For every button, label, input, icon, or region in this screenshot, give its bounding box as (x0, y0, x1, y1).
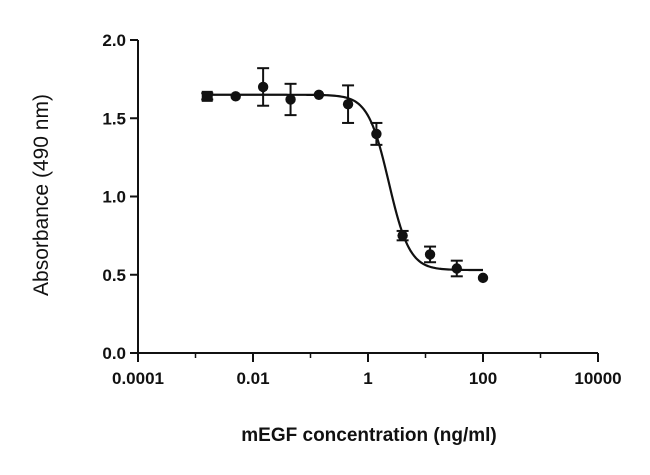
data-marker-circle (257, 81, 269, 93)
data-point (257, 67, 270, 107)
x-tick-label: 0.0001 (112, 369, 164, 388)
fit-curve-layer (207, 93, 483, 272)
x-tick-label: 0.01 (236, 369, 269, 388)
data-marker-circle (230, 91, 241, 102)
x-tick-label: 100 (469, 369, 497, 388)
data-points-layer (201, 67, 489, 284)
data-marker-circle (424, 249, 436, 260)
data-marker-circle (371, 128, 382, 140)
y-tick-label: 0.0 (102, 344, 126, 363)
data-point (230, 91, 241, 102)
y-tick-label: 1.5 (102, 109, 126, 128)
x-axis-title: mEGF concentration (ng/ml) (241, 425, 496, 446)
y-axis: 0.0 0.5 1.0 1.5 2.0 (102, 31, 139, 363)
data-point (424, 245, 437, 264)
data-point (396, 229, 409, 242)
data-point (284, 82, 297, 117)
data-marker-circle (342, 98, 354, 110)
x-tick-label: 1 (363, 369, 372, 388)
x-axis: 0.0001 0.01 1 100 10000 (112, 352, 622, 388)
data-marker-circle (397, 230, 408, 241)
data-point (370, 121, 383, 146)
data-marker-circle (285, 94, 296, 105)
data-point (477, 272, 489, 284)
y-tick-label: 2.0 (102, 31, 126, 50)
data-marker-circle (477, 272, 489, 284)
data-marker-circle (451, 263, 462, 274)
y-tick-label: 0.5 (102, 266, 126, 285)
data-point (313, 89, 325, 100)
data-point (342, 84, 355, 124)
y-axis-title: Absorbance (490 nm) (30, 94, 53, 296)
data-marker-circle (313, 89, 325, 100)
x-tick-label: 10000 (574, 369, 621, 388)
y-tick-label: 1.0 (102, 188, 126, 207)
data-point (201, 90, 214, 102)
data-marker-square (201, 90, 213, 102)
fit-curve (207, 93, 483, 272)
data-point (450, 259, 463, 278)
